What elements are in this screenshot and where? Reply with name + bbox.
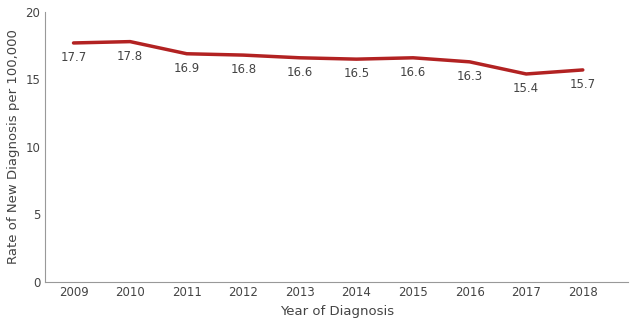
Text: 16.8: 16.8 [231,63,257,76]
Text: 16.3: 16.3 [457,70,483,83]
Text: 15.7: 15.7 [570,78,596,91]
Text: 16.6: 16.6 [287,66,313,79]
X-axis label: Year of Diagnosis: Year of Diagnosis [279,305,394,318]
Text: 15.4: 15.4 [513,82,539,95]
Text: 16.9: 16.9 [173,62,200,75]
Y-axis label: Rate of New Diagnosis per 100,000: Rate of New Diagnosis per 100,000 [7,29,20,264]
Text: 16.6: 16.6 [400,66,426,79]
Text: 17.7: 17.7 [60,51,86,64]
Text: 17.8: 17.8 [117,50,143,63]
Text: 16.5: 16.5 [344,67,370,80]
